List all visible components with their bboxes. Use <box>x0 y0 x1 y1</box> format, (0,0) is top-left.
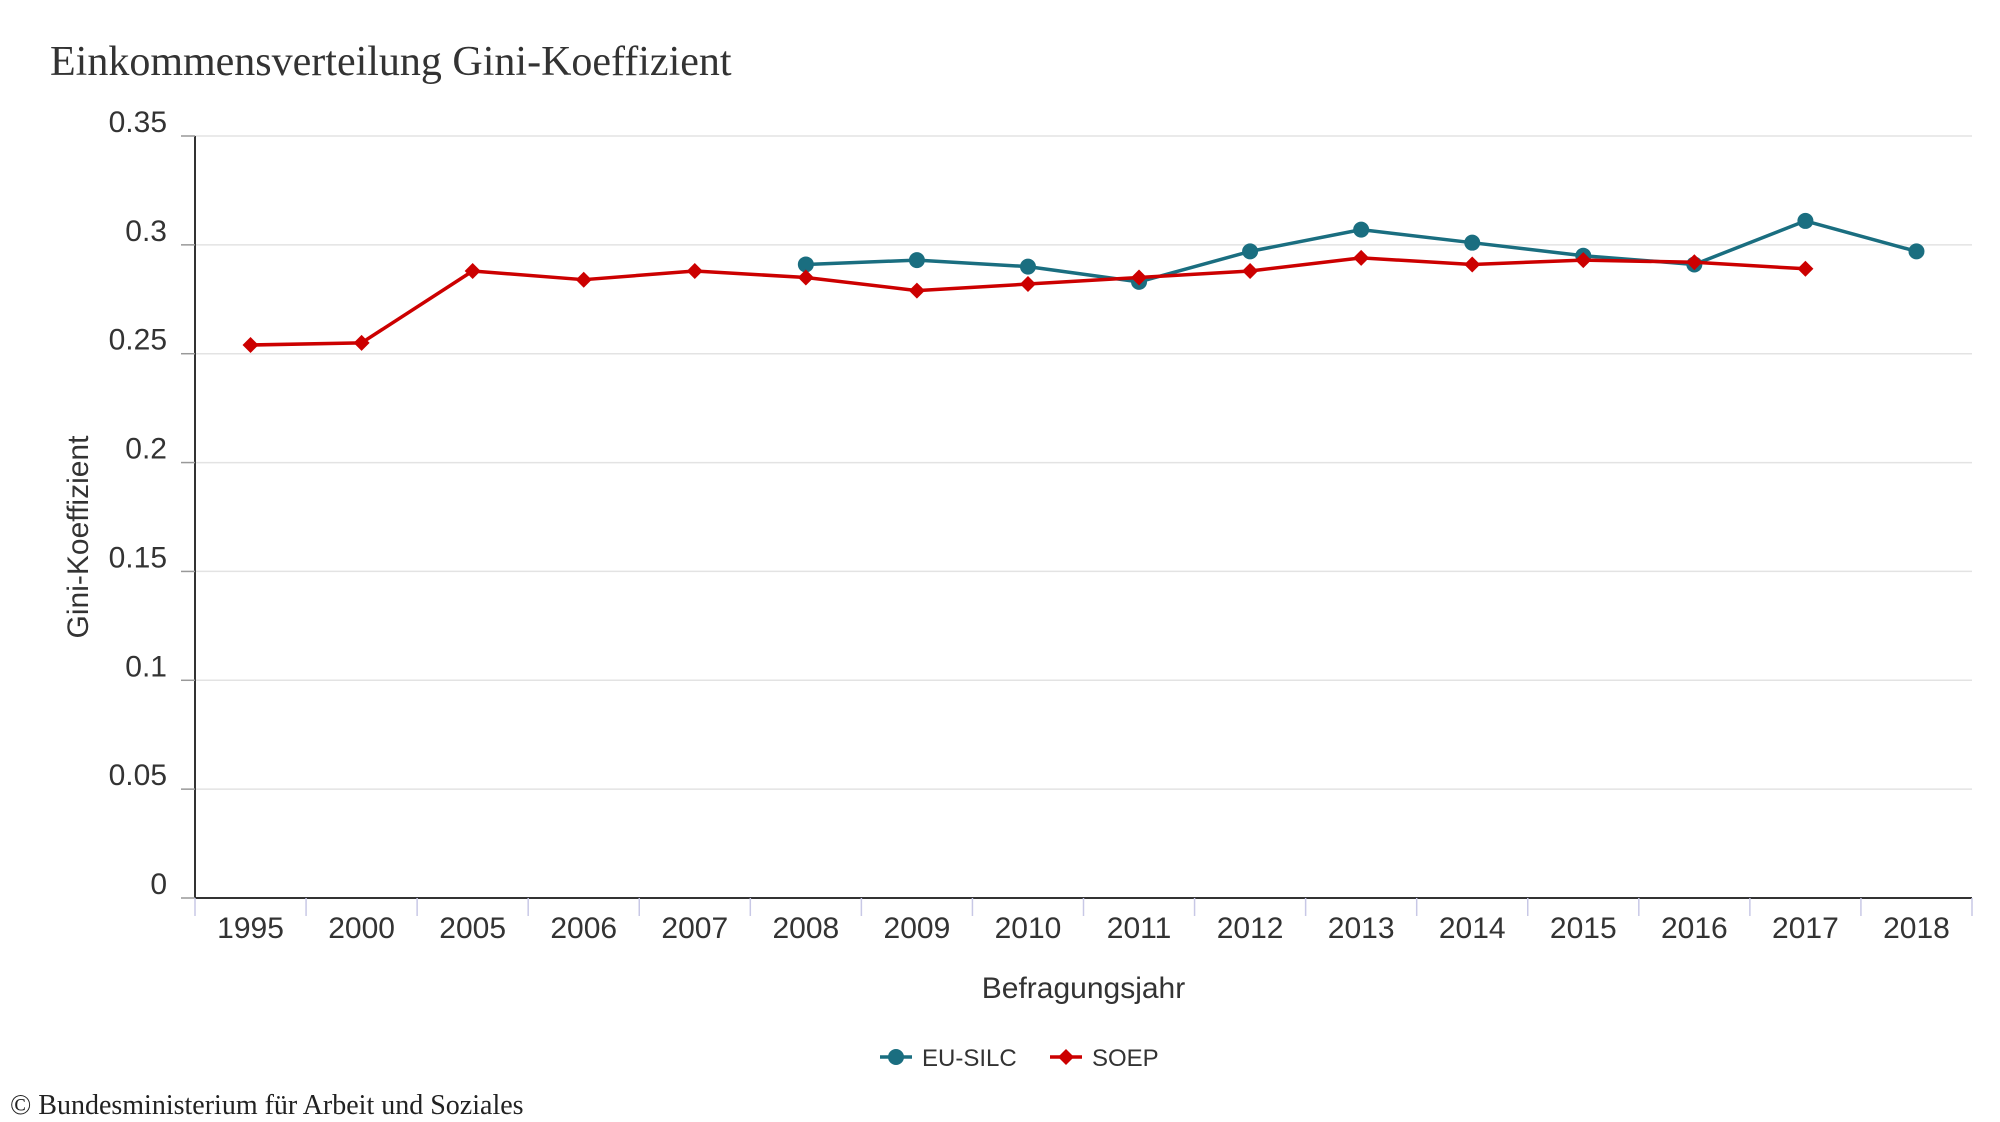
y-axis-ticks: 0 0.05 0.1 0.15 0.2 0.25 0.3 0.35 <box>109 106 195 901</box>
data-point[interactable] <box>353 334 370 351</box>
x-tick-label: 2006 <box>550 912 617 945</box>
data-point[interactable] <box>1131 269 1148 286</box>
x-tick-label: 2009 <box>884 912 951 945</box>
data-point[interactable] <box>1019 258 1036 275</box>
axes <box>194 136 1972 899</box>
x-tick-label: 2017 <box>1772 912 1839 945</box>
x-tick-label: 2012 <box>1217 912 1284 945</box>
gridlines <box>195 135 1972 790</box>
y-tick-label: 0.15 <box>109 541 167 574</box>
y-tick-label: 0.2 <box>125 433 167 466</box>
x-tick-label: 2016 <box>1661 912 1728 945</box>
y-tick-label: 0.25 <box>109 324 167 357</box>
data-point[interactable] <box>1908 243 1925 260</box>
legend-label: SOEP <box>1092 1045 1159 1072</box>
x-tick-label: 2007 <box>661 912 728 945</box>
data-point[interactable] <box>242 337 259 354</box>
x-tick-label: 2000 <box>328 912 395 945</box>
series-eu-silc <box>797 212 1925 290</box>
data-point[interactable] <box>908 252 925 269</box>
series-soep <box>242 249 1814 354</box>
data-point[interactable] <box>1353 221 1370 238</box>
y-tick-label: 0.35 <box>109 106 167 139</box>
x-tick-label: 2010 <box>995 912 1062 945</box>
y-axis-label: Gini-Koeffizient <box>62 435 95 639</box>
y-tick-label: 0.1 <box>125 650 167 683</box>
x-axis-label: Befragungsjahr <box>982 972 1185 1005</box>
data-point[interactable] <box>1464 256 1481 273</box>
y-tick-label: 0.3 <box>125 215 167 248</box>
data-point[interactable] <box>1575 252 1592 269</box>
legend-item[interactable]: SOEP <box>1050 1045 1159 1072</box>
copyright-notice: © Bundesministerium für Arbeit und Sozia… <box>10 1090 524 1121</box>
data-point[interactable] <box>908 282 925 299</box>
data-point[interactable] <box>464 262 481 279</box>
x-tick-label: 2015 <box>1550 912 1617 945</box>
x-tick-label: 2008 <box>772 912 839 945</box>
legend-marker <box>888 1049 904 1065</box>
x-tick-label: 2018 <box>1883 912 1950 945</box>
data-series <box>242 212 1925 354</box>
data-point[interactable] <box>1686 254 1703 271</box>
legend-item[interactable]: EU-SILC <box>880 1045 1017 1072</box>
x-axis-ticks: 1995 2000 2005 2006 2007 2008 2009 2010 2011 2012… <box>194 898 1973 945</box>
x-tick-label: 2014 <box>1439 912 1506 945</box>
y-tick-label: 0 <box>150 868 167 901</box>
data-point[interactable] <box>1242 262 1259 279</box>
x-tick-label: 1995 <box>217 912 284 945</box>
data-point[interactable] <box>575 271 592 288</box>
data-point[interactable] <box>1242 243 1259 260</box>
data-point[interactable] <box>1019 276 1036 293</box>
x-tick-label: 2005 <box>439 912 506 945</box>
x-tick-label: 2013 <box>1328 912 1395 945</box>
legend-label: EU-SILC <box>922 1045 1017 1072</box>
data-point[interactable] <box>797 256 814 273</box>
data-point[interactable] <box>1464 234 1481 251</box>
data-point[interactable] <box>1797 260 1814 277</box>
data-point[interactable] <box>797 269 814 286</box>
legend-marker <box>1058 1049 1074 1065</box>
data-point[interactable] <box>1797 212 1814 229</box>
y-tick-label: 0.05 <box>109 759 167 792</box>
x-tick-label: 2011 <box>1107 912 1172 945</box>
legend: EU-SILC SOEP <box>880 1045 1159 1072</box>
data-point[interactable] <box>1353 249 1370 266</box>
chart-title: Einkommensverteilung Gini-Koeffizient <box>50 39 732 85</box>
data-point[interactable] <box>686 262 703 279</box>
